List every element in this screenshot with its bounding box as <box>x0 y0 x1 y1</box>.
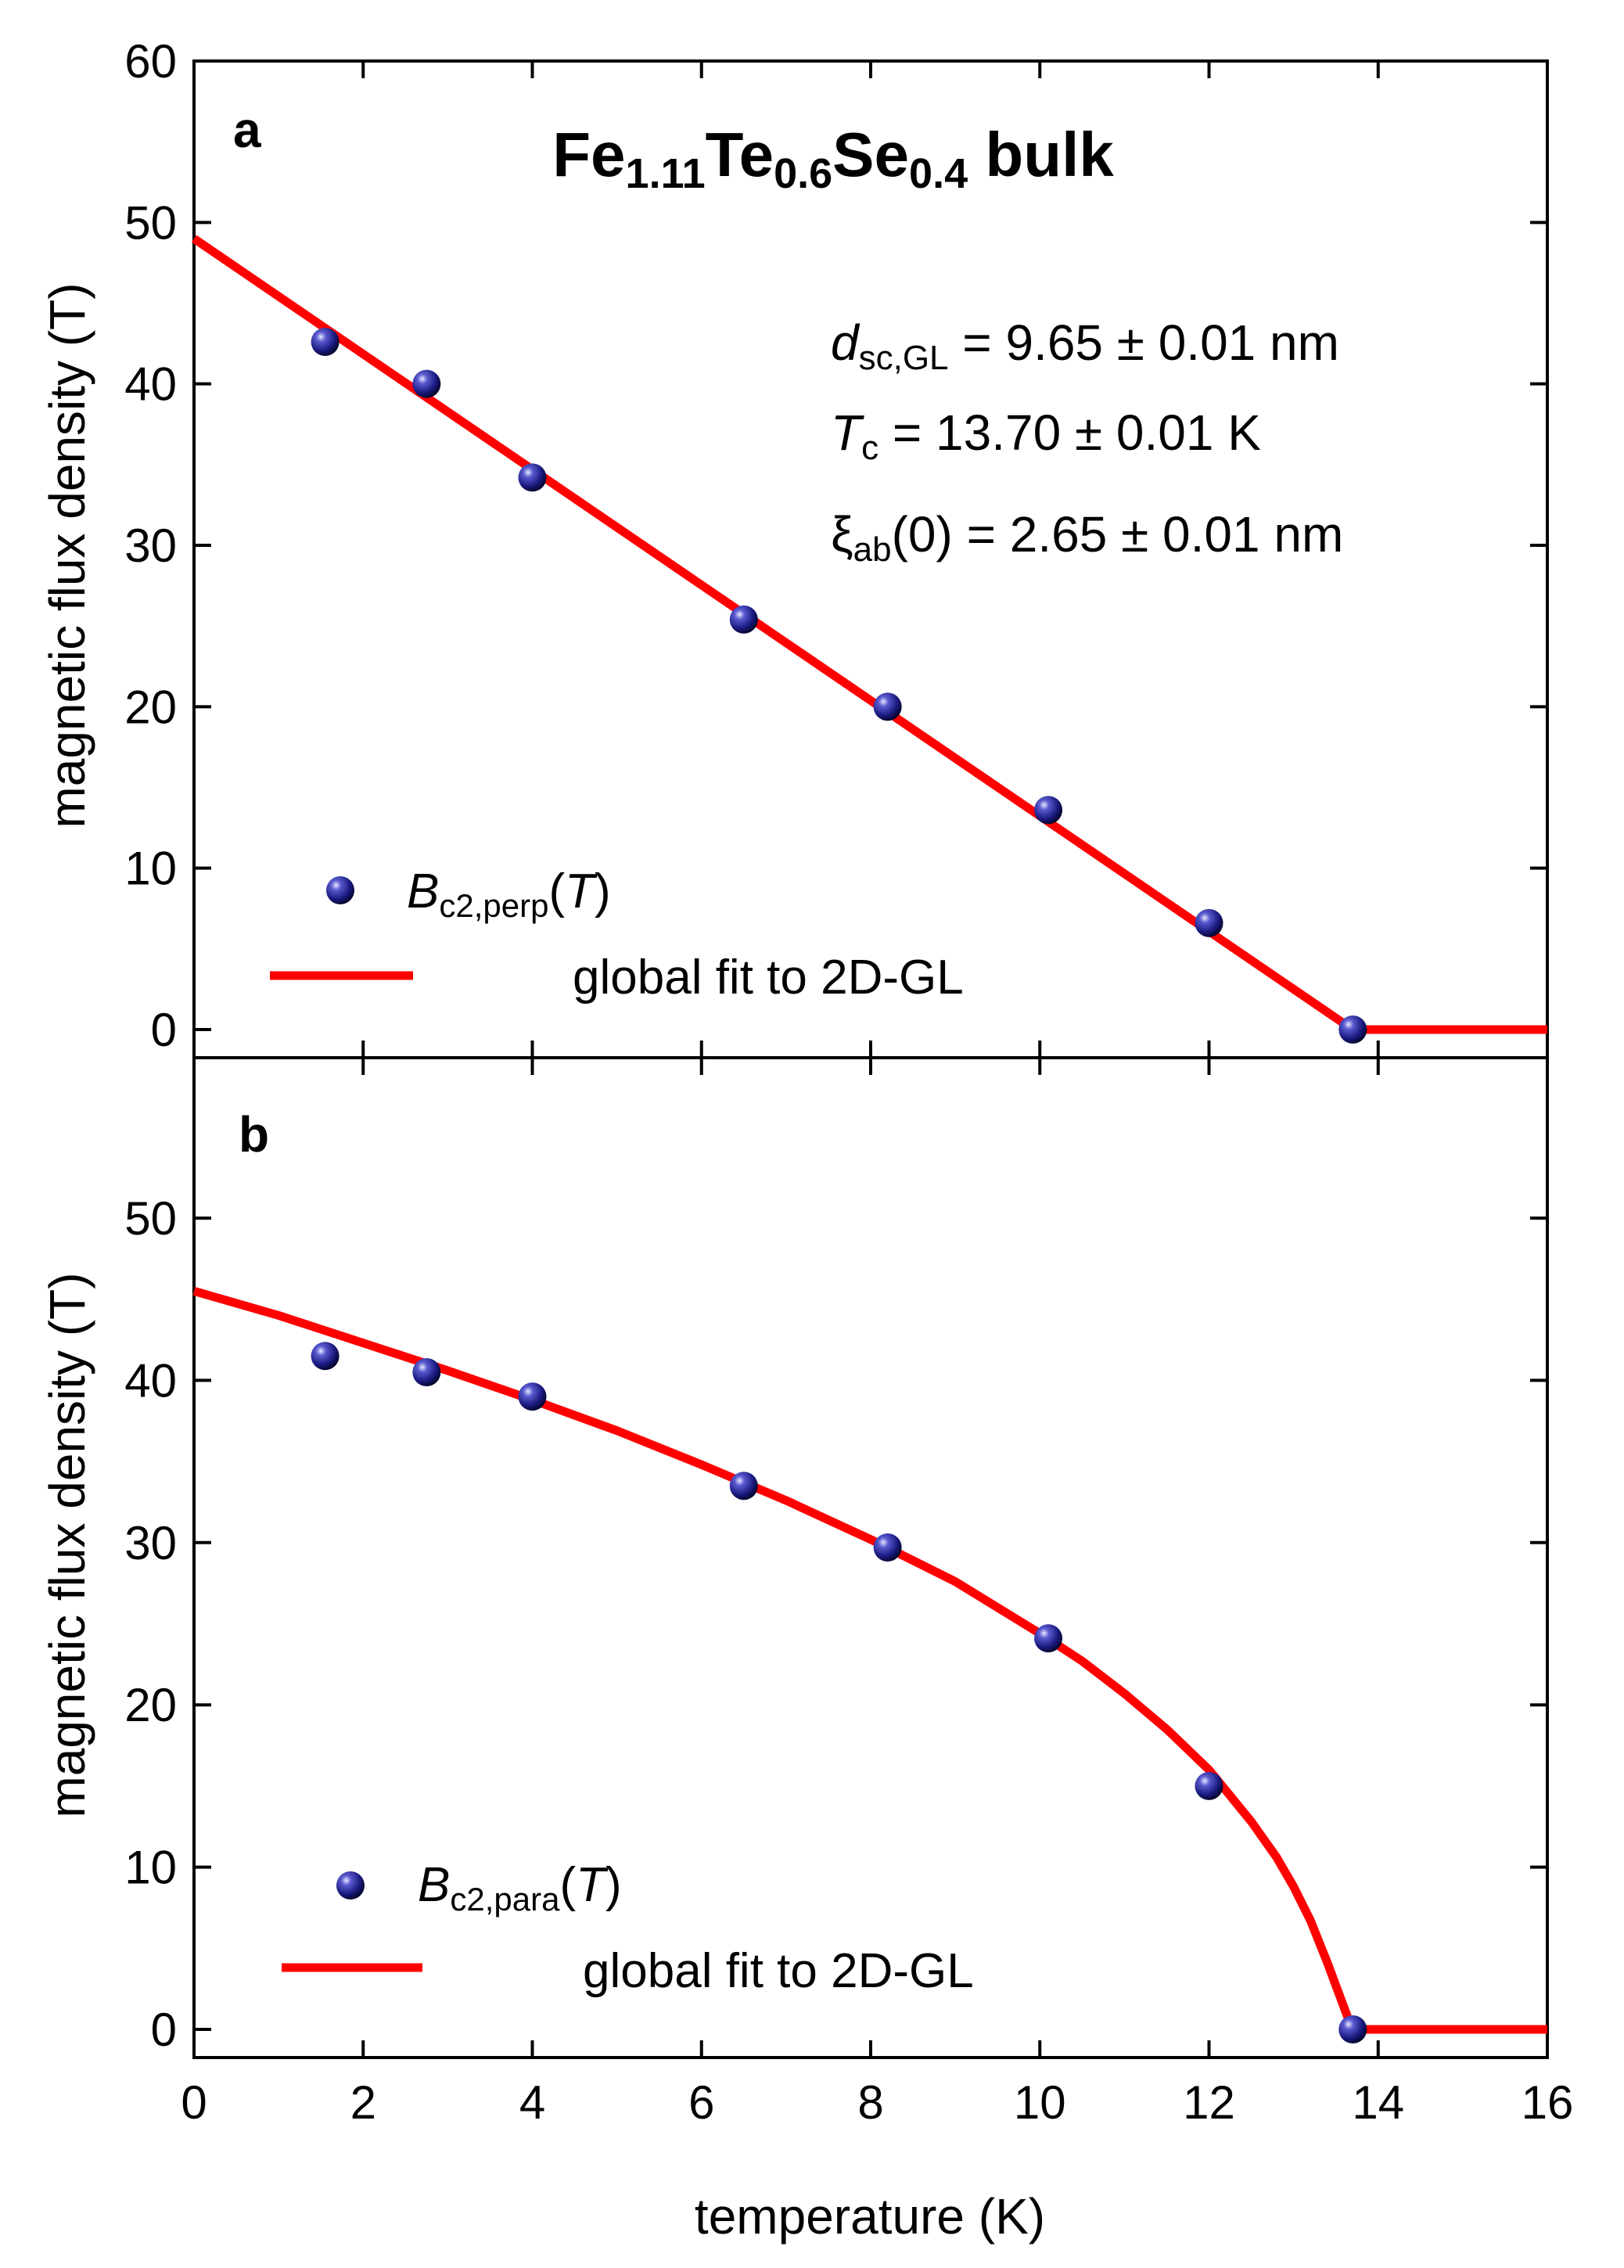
chart-title: Fe1.11Te0.6Se0.4 bulk <box>552 120 1114 197</box>
text-run: ( <box>548 864 565 918</box>
data-point <box>729 605 758 634</box>
plot-frame-b <box>192 1056 1549 2059</box>
x-tick-label: 4 <box>519 2076 545 2129</box>
text-run: Fe <box>552 120 625 189</box>
panel-b-plot: 0 10 20 30 40 50 0 2 4 6 8 10 12 14 16 Bc2,para(T) glob… <box>124 1056 1574 2129</box>
data-point <box>518 463 547 492</box>
data-point <box>1034 796 1063 825</box>
legend-fit-label: global fit to 2D-GL <box>573 951 964 1005</box>
data-point <box>1195 908 1223 937</box>
data-point <box>873 692 902 721</box>
y-axis-title-b: magnetic flux density (T) <box>39 1272 95 1817</box>
data-point <box>1195 1771 1223 1800</box>
subscript-text: c2,para <box>450 1881 560 1918</box>
y-tick-label: 30 <box>124 519 177 572</box>
text-run: bulk <box>968 120 1114 189</box>
x-tick-label: 12 <box>1183 2076 1235 2129</box>
data-point <box>873 1533 902 1562</box>
panel-label-b: b <box>239 1106 269 1163</box>
legend-series-label: Bc2,perp(T) <box>407 864 611 924</box>
text-run: T <box>576 1858 609 1912</box>
data-point <box>412 369 441 398</box>
data-point <box>412 1358 441 1387</box>
subscript-text: 1.11 <box>626 150 706 197</box>
data-point <box>311 328 340 357</box>
fit-line-b <box>192 1287 1547 2034</box>
x-tick-label: 14 <box>1352 2076 1404 2129</box>
x-tick-label: 16 <box>1522 2076 1574 2129</box>
subscript-text: c2,perp <box>439 887 548 924</box>
y-tick-label: 10 <box>124 843 177 895</box>
data-point <box>1338 2015 1367 2043</box>
text-run: B <box>418 1858 450 1912</box>
legend-fit-label: global fit to 2D-GL <box>583 1944 974 1998</box>
y-tick-label: 30 <box>124 1517 177 1569</box>
fit-parameters: dsc,GL = 9.65 ± 0.01 nm Tc = 13.70 ± 0.01… <box>831 315 1343 569</box>
x-tick-label: 0 <box>181 2076 207 2129</box>
data-point <box>1338 1015 1367 1044</box>
x-tick-label: 6 <box>688 2076 714 2129</box>
text-run: B <box>407 864 439 918</box>
subscript-text: 0.6 <box>774 150 832 197</box>
fit-parameter-line: dsc,GL = 9.65 ± 0.01 nm <box>831 315 1339 377</box>
y-tick-label: 50 <box>124 1192 177 1245</box>
text-run: Se <box>832 120 909 189</box>
y-tick-label: 0 <box>151 2004 177 2056</box>
text-run: (0) = 2.65 ± 0.01 nm <box>892 506 1344 563</box>
y-axis-title-a: magnetic flux density (T) <box>39 282 95 828</box>
x-tick-label: 8 <box>857 2076 883 2129</box>
text-run: Te <box>706 120 774 189</box>
text-run: ) <box>595 864 611 918</box>
legend-marker <box>326 876 354 904</box>
subscript-text: ab <box>853 530 892 569</box>
data-point <box>311 1342 340 1371</box>
fit-parameter-line: ξab(0) = 2.65 ± 0.01 nm <box>831 506 1343 569</box>
subscript-text: c <box>861 429 878 467</box>
y-tick-label: 20 <box>124 1679 177 1731</box>
text-run: ξ <box>831 506 853 563</box>
y-tick-label: 60 <box>124 35 177 88</box>
data-point <box>518 1382 547 1411</box>
fit-parameter-line: Tc = 13.70 ± 0.01 K <box>831 404 1261 467</box>
panel-label-a: a <box>233 102 261 158</box>
y-tick-label: 20 <box>124 681 177 733</box>
y-tick-label: 40 <box>124 1354 177 1407</box>
legend-b: Bc2,para(T) global fit to 2D-GL <box>282 1858 974 1998</box>
y-tick-label: 40 <box>124 358 177 411</box>
data-point <box>1034 1624 1063 1653</box>
text-run: T <box>565 864 598 918</box>
y-tick-label: 10 <box>124 1842 177 1894</box>
legend-marker <box>336 1871 365 1900</box>
x-axis-title: temperature (K) <box>695 2188 1045 2245</box>
text-run: = 13.70 ± 0.01 K <box>878 404 1261 461</box>
subscript-text: 0.4 <box>909 150 968 197</box>
text-run: ) <box>605 1858 622 1912</box>
text-run: = 9.65 ± 0.01 nm <box>949 315 1339 371</box>
x-tick-label: 10 <box>1014 2076 1066 2129</box>
subscript-text: sc,GL <box>859 339 949 377</box>
legend-a: Bc2,perp(T) global fit to 2D-GL <box>270 864 964 1005</box>
text-run: d <box>831 315 861 371</box>
text-run: ( <box>559 1858 576 1912</box>
text-run: T <box>831 404 864 461</box>
legend-series-label: Bc2,para(T) <box>418 1858 622 1918</box>
data-point <box>729 1472 758 1501</box>
x-tick-label: 2 <box>350 2076 376 2129</box>
y-tick-label: 0 <box>151 1004 177 1056</box>
y-tick-label: 50 <box>124 196 177 249</box>
